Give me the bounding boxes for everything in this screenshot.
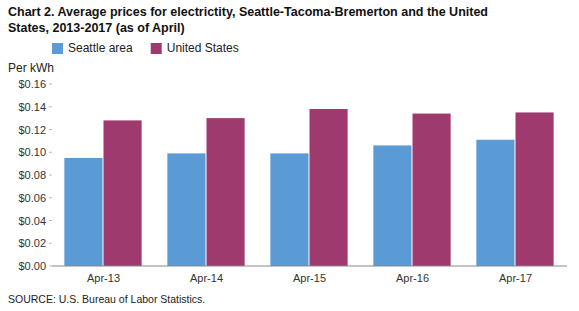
x-axis-line — [52, 266, 567, 267]
y-tick — [49, 243, 52, 244]
bar — [167, 153, 205, 266]
legend-swatch — [52, 43, 63, 54]
y-tick-label: $0.02 — [18, 237, 46, 249]
bar — [64, 158, 102, 266]
x-tick-label: Apr-15 — [293, 272, 326, 284]
y-tick-label: $0.12 — [18, 124, 46, 136]
legend: Seattle area United States — [52, 41, 239, 55]
x-axis: Apr-13 Apr-14 Apr-15 Apr-16 Apr-17 — [52, 266, 567, 284]
y-tick — [49, 129, 52, 130]
bar — [207, 118, 245, 266]
legend-label: Seattle area — [68, 41, 133, 55]
x-tick-label: Apr-16 — [396, 272, 429, 284]
chart: Chart 2. Average prices for electrictity… — [0, 0, 579, 311]
source: SOURCE: U.S. Bureau of Labor Statistics. — [8, 293, 205, 305]
y-tick-label: $0.04 — [18, 215, 46, 227]
y-axis: $0.00 $0.02 $0.04 $0.06 $0.08 $0.10 $0.12 $0.14… — [18, 78, 52, 272]
y-tick — [49, 266, 52, 267]
y-tick — [49, 106, 52, 107]
y-tick-label: $0.16 — [18, 78, 46, 90]
y-tick — [49, 220, 52, 221]
y-tick-label: $0.10 — [18, 146, 46, 158]
bar — [516, 112, 554, 266]
legend-label: United States — [167, 41, 239, 55]
y-axis-label: Per kWh — [8, 61, 54, 75]
x-tick-label: Apr-17 — [499, 272, 532, 284]
bar — [476, 140, 514, 266]
y-tick-label: $0.00 — [18, 260, 46, 272]
y-tick — [49, 175, 52, 176]
bar — [310, 109, 348, 266]
legend-swatch — [151, 43, 162, 54]
y-tick — [49, 84, 52, 85]
title: Chart 2. Average prices for electrictity… — [8, 5, 488, 19]
bar — [373, 145, 411, 266]
subtitle: States, 2013-2017 (as of April) — [8, 21, 185, 35]
bar — [413, 114, 451, 266]
y-tick-label: $0.08 — [18, 169, 46, 181]
bars — [64, 109, 553, 266]
bar — [104, 120, 142, 266]
y-tick — [49, 152, 52, 153]
bar — [270, 153, 308, 266]
y-tick-label: $0.06 — [18, 192, 46, 204]
background — [0, 0, 579, 311]
y-tick — [49, 197, 52, 198]
x-tick-label: Apr-14 — [190, 272, 223, 284]
y-tick-label: $0.14 — [18, 101, 46, 113]
x-tick-label: Apr-13 — [87, 272, 120, 284]
